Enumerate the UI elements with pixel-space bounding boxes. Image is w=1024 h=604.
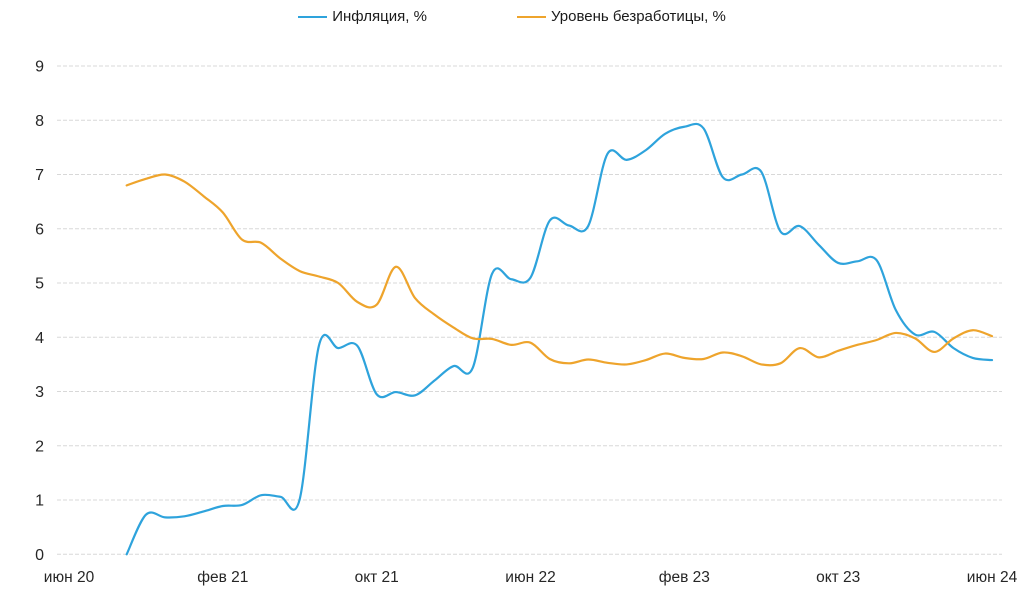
chart-legend: Инфляция, % Уровень безработицы, % xyxy=(0,8,1024,25)
x-axis-label: окт 21 xyxy=(355,569,399,586)
x-axis-label: июн 20 xyxy=(44,569,95,586)
legend-item-inflation: Инфляция, % xyxy=(298,8,427,25)
y-axis-label-8: 8 xyxy=(35,113,44,130)
unemployment-line-swatch xyxy=(516,15,546,18)
inflation-series-line xyxy=(125,122,994,556)
unemployment-legend-label: Уровень безработицы, % xyxy=(550,8,726,25)
y-axis-label-3: 3 xyxy=(35,384,44,401)
x-axis-label: июн 22 xyxy=(505,569,555,586)
y-axis-label-5: 5 xyxy=(35,276,44,293)
y-axis-label-1: 1 xyxy=(35,493,44,510)
legend-item-unemployment: Уровень безработицы, % xyxy=(516,8,726,25)
y-axis-label-9: 9 xyxy=(35,59,44,76)
inflation-legend-label: Инфляция, % xyxy=(332,8,427,25)
x-axis-label: фев 23 xyxy=(659,569,710,586)
inflation-line-swatch xyxy=(298,15,328,18)
x-axis-label: фев 21 xyxy=(197,569,248,586)
y-axis-label-4: 4 xyxy=(35,330,44,347)
y-axis-label-0: 0 xyxy=(35,547,44,564)
x-axis-label: окт 23 xyxy=(816,569,860,586)
y-axis-label-7: 7 xyxy=(35,167,44,184)
unemployment-series-line xyxy=(125,173,994,367)
y-axis-label-2: 2 xyxy=(35,438,44,455)
x-axis-label: июн 24 xyxy=(967,569,1018,586)
y-axis-label-6: 6 xyxy=(35,221,44,238)
